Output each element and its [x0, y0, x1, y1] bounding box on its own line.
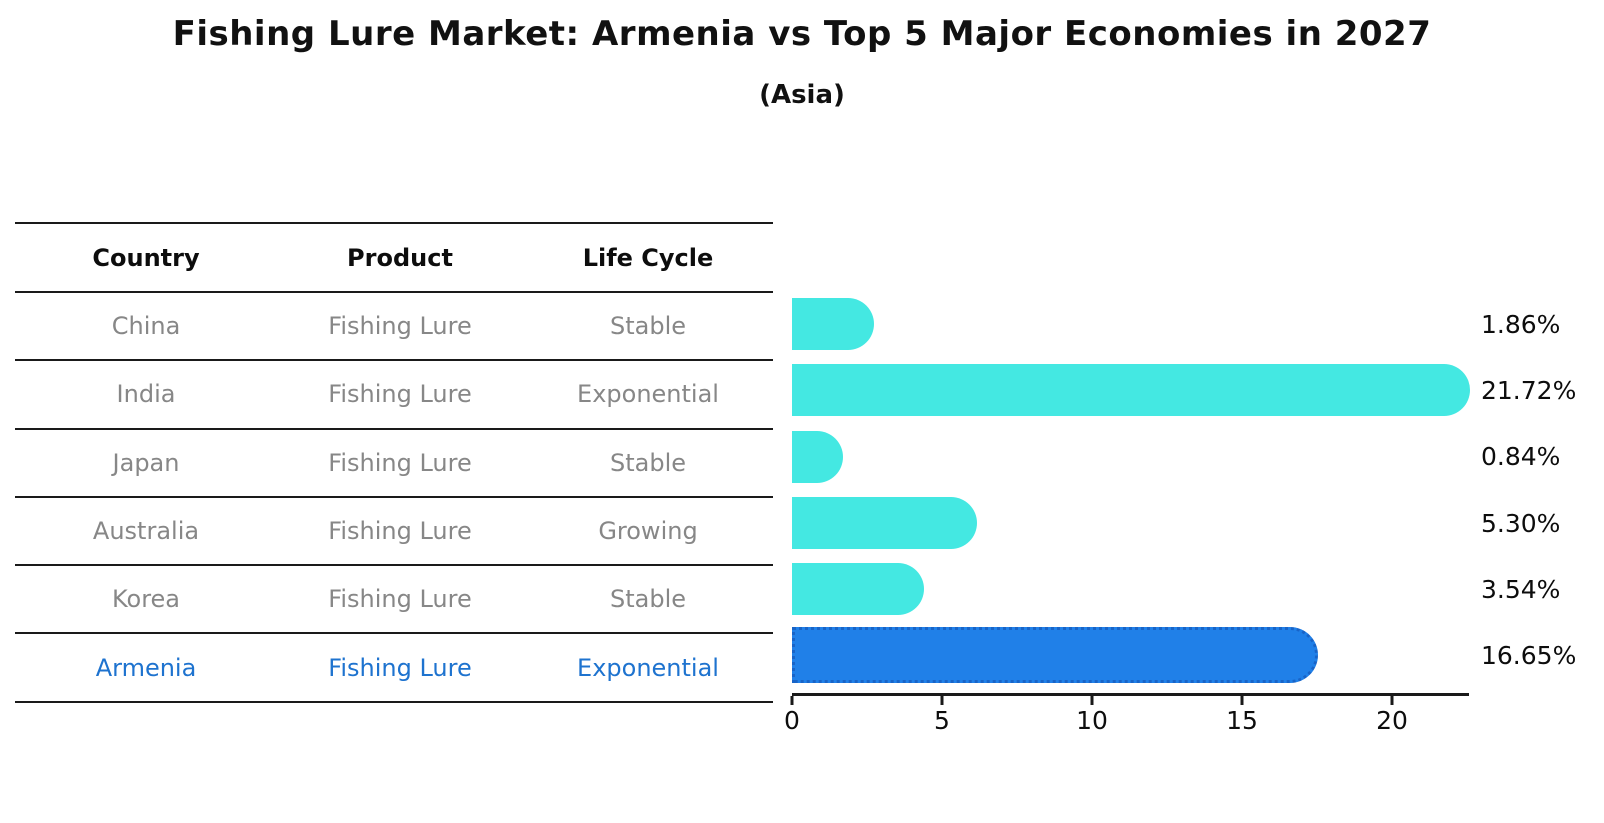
value-label: 21.72%: [1481, 375, 1577, 405]
table-row-india: India Fishing Lure Exponential: [15, 359, 773, 427]
cell-product: Fishing Lure: [328, 380, 472, 409]
x-axis-tick-label: 5: [934, 706, 950, 735]
x-axis-tick-label: 10: [1076, 706, 1108, 735]
cell-life-cycle: Growing: [598, 517, 698, 546]
bar-korea: [792, 563, 925, 616]
cell-country: India: [116, 380, 176, 409]
table-header-row: Country Product Life Cycle: [15, 222, 773, 291]
cell-product: Fishing Lure: [328, 448, 472, 477]
column-header-product: Product: [347, 243, 453, 272]
value-label: 5.30%: [1481, 508, 1561, 538]
chart-title: Fishing Lure Market: Armenia vs Top 5 Ma…: [172, 14, 1432, 54]
data-table: Country Product Life Cycle China Fishing…: [15, 222, 773, 703]
cell-life-cycle: Stable: [609, 585, 687, 614]
bar-row: [792, 556, 1469, 622]
value-label: 0.84%: [1481, 442, 1561, 472]
value-label-column: 1.86% 21.72% 0.84% 5.30% 3.54% 16.65%: [1481, 291, 1604, 689]
chart-subtitle: (Asia): [759, 80, 845, 110]
bar-row: [792, 622, 1469, 688]
cell-country: Korea: [111, 585, 181, 614]
table-row-armenia: Armenia Fishing Lure Exponential: [15, 632, 773, 700]
x-axis: 0 5 10 15 20: [784, 693, 1469, 735]
bar-india: [792, 364, 1470, 417]
table-row-korea: Korea Fishing Lure Stable: [15, 564, 773, 632]
x-axis-tick: [790, 696, 794, 705]
cell-product: Fishing Lure: [328, 312, 472, 341]
value-label: 16.65%: [1481, 641, 1577, 671]
cell-country: Japan: [112, 448, 180, 477]
bar-row: [792, 291, 1469, 357]
cell-product: Fishing Lure: [328, 517, 472, 546]
x-axis-tick-label: 0: [784, 706, 800, 735]
bar-armenia-highlighted: [792, 627, 1318, 684]
cell-product: Fishing Lure: [328, 653, 472, 682]
value-label: 1.86%: [1481, 309, 1561, 339]
x-axis-tick: [1240, 696, 1244, 705]
value-label: 3.54%: [1481, 574, 1561, 604]
column-header-country: Country: [92, 243, 200, 272]
bar-australia: [792, 496, 977, 549]
cell-life-cycle: Exponential: [577, 653, 719, 682]
bar-row: [792, 357, 1470, 423]
table-row-japan: Japan Fishing Lure Stable: [15, 427, 773, 496]
table-row-australia: Australia Fishing Lure Growing: [15, 495, 773, 564]
bar-row: [792, 424, 1469, 490]
bar-plot-area: [792, 291, 1470, 689]
cell-product: Fishing Lure: [328, 585, 472, 614]
bar-japan: [792, 430, 844, 483]
cell-country: Australia: [92, 517, 200, 546]
cell-life-cycle: Exponential: [577, 380, 719, 409]
x-axis-tick: [1090, 696, 1094, 705]
cell-life-cycle: Stable: [609, 312, 687, 341]
x-axis-tick-label: 15: [1226, 706, 1258, 735]
x-axis-tick-label: 20: [1376, 706, 1408, 735]
cell-country: China: [111, 312, 181, 341]
bar-china: [792, 298, 874, 350]
x-axis-tick: [940, 696, 944, 705]
x-axis-tick: [1390, 696, 1394, 705]
table-row-china: China Fishing Lure Stable: [15, 291, 773, 359]
cell-life-cycle: Stable: [609, 448, 687, 477]
bar-row: [792, 490, 1469, 556]
cell-country: Armenia: [95, 653, 197, 682]
column-header-lifecycle: Life Cycle: [582, 243, 714, 272]
